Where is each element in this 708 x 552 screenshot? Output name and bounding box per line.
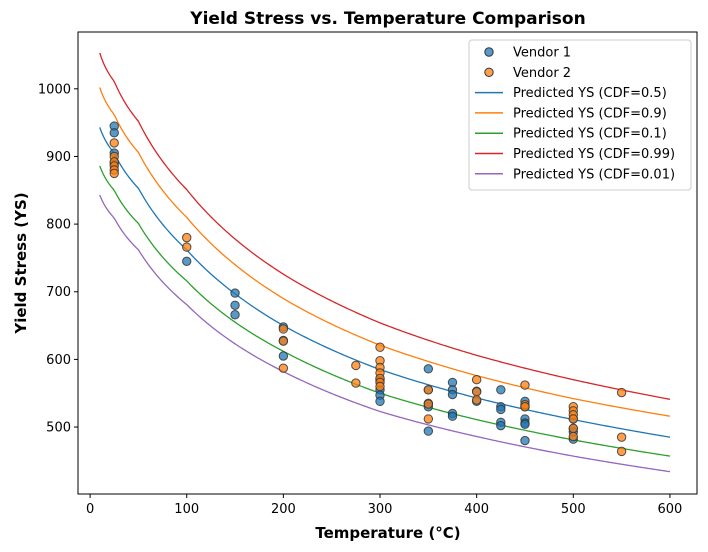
legend-marker <box>484 67 494 78</box>
scatter-point-1 <box>447 389 458 400</box>
scatter-point-1 <box>423 364 434 374</box>
scatter-point-2 <box>109 168 119 179</box>
legend-label: Vendor 1 <box>513 46 571 61</box>
x-tick-label: 400 <box>464 502 489 517</box>
scatter-point-2 <box>278 363 289 373</box>
scatter-point-1 <box>182 256 192 267</box>
scatter-point-2 <box>375 342 385 352</box>
scatter-points <box>109 121 627 457</box>
scatter-point-1 <box>278 351 289 361</box>
scatter-point-2 <box>471 374 482 385</box>
legend-label: Predicted YS (CDF=0.9) <box>513 106 667 121</box>
scatter-point-1 <box>496 404 506 415</box>
scatter-point-2 <box>109 138 119 148</box>
y-axis-label: Yield Stress (YS) <box>12 192 30 334</box>
prediction-line-4 <box>99 194 671 473</box>
y-tick-label: 700 <box>46 285 71 300</box>
y-tick-label: 800 <box>46 218 71 233</box>
scatter-point-2 <box>471 387 482 397</box>
scatter-point-1 <box>520 435 530 446</box>
x-tick-label: 100 <box>174 502 199 517</box>
scatter-point-1 <box>447 411 458 421</box>
scatter-point-2 <box>616 387 627 398</box>
scatter-point-1 <box>496 385 506 395</box>
scatter-point-2 <box>351 378 361 388</box>
scatter-point-1 <box>496 420 506 431</box>
prediction-line-1 <box>99 87 671 417</box>
prediction-line-3 <box>99 52 671 400</box>
scatter-point-2 <box>520 380 530 390</box>
x-tick-label: 200 <box>271 502 296 517</box>
plot-frame <box>77 31 698 495</box>
x-axis-ticks: 0 100 200 300 400 500 600 <box>86 494 682 517</box>
scatter-point-1 <box>423 426 434 436</box>
legend-label: Vendor 2 <box>513 66 571 81</box>
scatter-point-2 <box>616 432 627 442</box>
x-tick-label: 0 <box>86 502 94 517</box>
scatter-point-2 <box>182 232 192 243</box>
scatter-point-2 <box>568 423 578 434</box>
scatter-point-2 <box>423 414 434 424</box>
y-tick-label: 1000 <box>38 82 71 97</box>
x-tick-label: 500 <box>561 502 586 517</box>
scatter-point-1 <box>109 128 119 138</box>
scatter-point-2 <box>471 395 482 405</box>
scatter-point-2 <box>568 414 578 424</box>
scatter-point-2 <box>568 431 578 442</box>
scatter-point-2 <box>351 360 361 371</box>
legend-marker <box>484 47 494 57</box>
y-tick-label: 900 <box>46 150 71 165</box>
y-tick-label: 600 <box>46 353 71 368</box>
legend: Vendor 1 Vendor 2 Predicted YS (CDF=0.5) Pr… <box>468 39 692 191</box>
y-tick-label: 500 <box>46 421 71 436</box>
scatter-point-1 <box>375 396 385 407</box>
legend-label: Predicted YS (CDF=0.5) <box>513 86 667 101</box>
legend-box <box>468 39 692 191</box>
x-tick-label: 600 <box>658 502 683 517</box>
scatter-point-2 <box>520 402 530 412</box>
scatter-point-1 <box>230 310 240 320</box>
scatter-point-2 <box>375 381 385 392</box>
scatter-point-2 <box>278 324 289 334</box>
scatter-point-1 <box>230 288 240 298</box>
y-axis-ticks: 500 600 700 800 900 1000 <box>38 82 78 436</box>
scatter-point-2 <box>423 385 434 395</box>
legend-label: Predicted YS (CDF=0.1) <box>513 127 667 142</box>
legend-label: Predicted YS (CDF=0.01) <box>513 167 675 182</box>
chart-title: Yield Stress vs. Temperature Comparison <box>189 9 585 29</box>
x-axis-label: Temperature (°C) <box>315 524 460 542</box>
scatter-point-1 <box>520 419 530 430</box>
x-tick-label: 300 <box>368 502 393 517</box>
scatter-point-2 <box>278 336 289 346</box>
legend-label: Predicted YS (CDF=0.99) <box>513 147 675 162</box>
scatter-point-2 <box>616 446 627 457</box>
scatter-point-2 <box>423 399 434 409</box>
scatter-point-2 <box>182 242 192 252</box>
scatter-point-1 <box>230 300 240 310</box>
